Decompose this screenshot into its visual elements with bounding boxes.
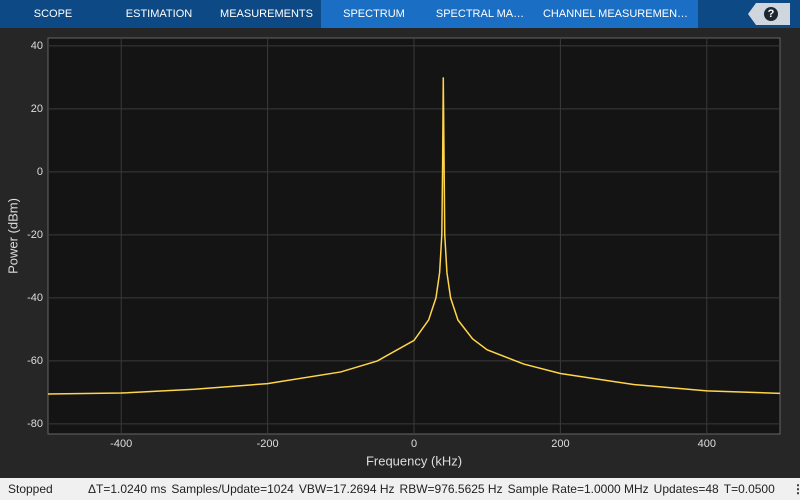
- status-state: Stopped: [8, 482, 53, 496]
- status-item: RBW=976.5625 Hz: [399, 482, 503, 496]
- x-axis-label: Frequency (kHz): [366, 453, 462, 468]
- status-item: Updates=48: [653, 482, 719, 496]
- chart: Frequency (kHz) Power (dBm) -80 -60 -40 -20…: [5, 37, 781, 468]
- y-tick-label: -60: [27, 355, 43, 367]
- tab[interactable]: SCOPE: [33, 8, 73, 20]
- status-item: T=0.0500: [723, 482, 775, 496]
- tab[interactable]: SPECTRUM: [321, 0, 427, 28]
- data-line: [47, 77, 781, 395]
- x-tick-label: -200: [257, 438, 279, 450]
- menu-dots[interactable]: ⋮: [792, 482, 800, 496]
- tab[interactable]: CHANNEL MEASUREMEN…: [533, 0, 698, 28]
- y-tick-label: 40: [31, 40, 43, 52]
- status-item: VBW=17.2694 Hz: [298, 482, 395, 496]
- x-tick-label: -400: [110, 438, 132, 450]
- status-items: ΔT=1.0240 ms Samples/Update=1024 VBW=17.26…: [88, 478, 780, 500]
- status-item: Samples/Update=1024: [171, 482, 294, 496]
- y-tick-label: -40: [27, 292, 43, 304]
- help-label[interactable]: ?: [764, 7, 778, 21]
- y-tick-label: 0: [37, 166, 43, 178]
- tab[interactable]: ESTIMATION: [125, 8, 193, 20]
- x-tick-label: 0: [411, 438, 417, 450]
- tab[interactable]: SPECTRAL MA…: [427, 0, 533, 28]
- y-tick-label: -20: [27, 229, 43, 241]
- y-axis-label: Power (dBm): [5, 198, 20, 274]
- x-tick-label: 400: [698, 438, 716, 450]
- y-tick-label: -80: [27, 418, 43, 430]
- help-button[interactable]: ?: [748, 3, 790, 25]
- tab[interactable]: MEASUREMENTS: [220, 8, 313, 20]
- status-bar: Stopped ΔT=1.0240 ms Samples/Update=1024 V…: [0, 478, 800, 500]
- status-item: Sample Rate=1.0000 MHz: [507, 482, 649, 496]
- y-tick-label: 20: [31, 103, 43, 115]
- toolbar: ? SCOPE ESTIMATION MEASUREMENTS SPECTRUM SPE…: [0, 0, 800, 28]
- x-tick-label: 200: [551, 438, 569, 450]
- status-item: ΔT=1.0240 ms: [88, 482, 167, 496]
